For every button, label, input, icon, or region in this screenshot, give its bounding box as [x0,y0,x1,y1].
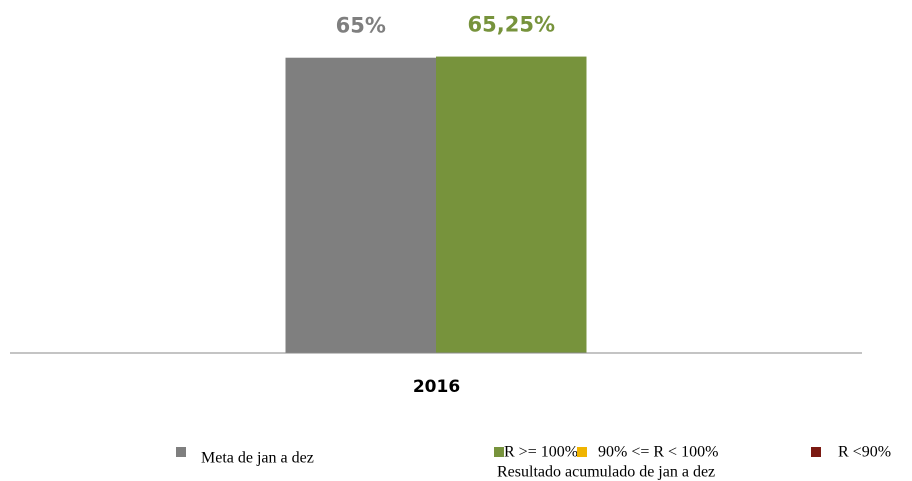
value-label: 65,25% [468,13,555,37]
legend-label: Meta de jan a dez [201,450,314,467]
legend-label: Resultado acumulado de jan a dez [497,464,715,481]
legend-label: R >= 100% [504,444,578,461]
x-tick-label: 2016 [413,377,460,397]
legend-swatch [577,447,587,457]
legend-swatch [494,447,504,457]
bar [436,56,587,353]
value-label: 65% [336,14,386,38]
bar [285,57,436,353]
legend-label: 90% <= R < 100% [598,444,718,461]
legend-swatch [176,447,186,457]
legend-label: R <90% [838,444,891,461]
legend-swatch [811,447,821,457]
